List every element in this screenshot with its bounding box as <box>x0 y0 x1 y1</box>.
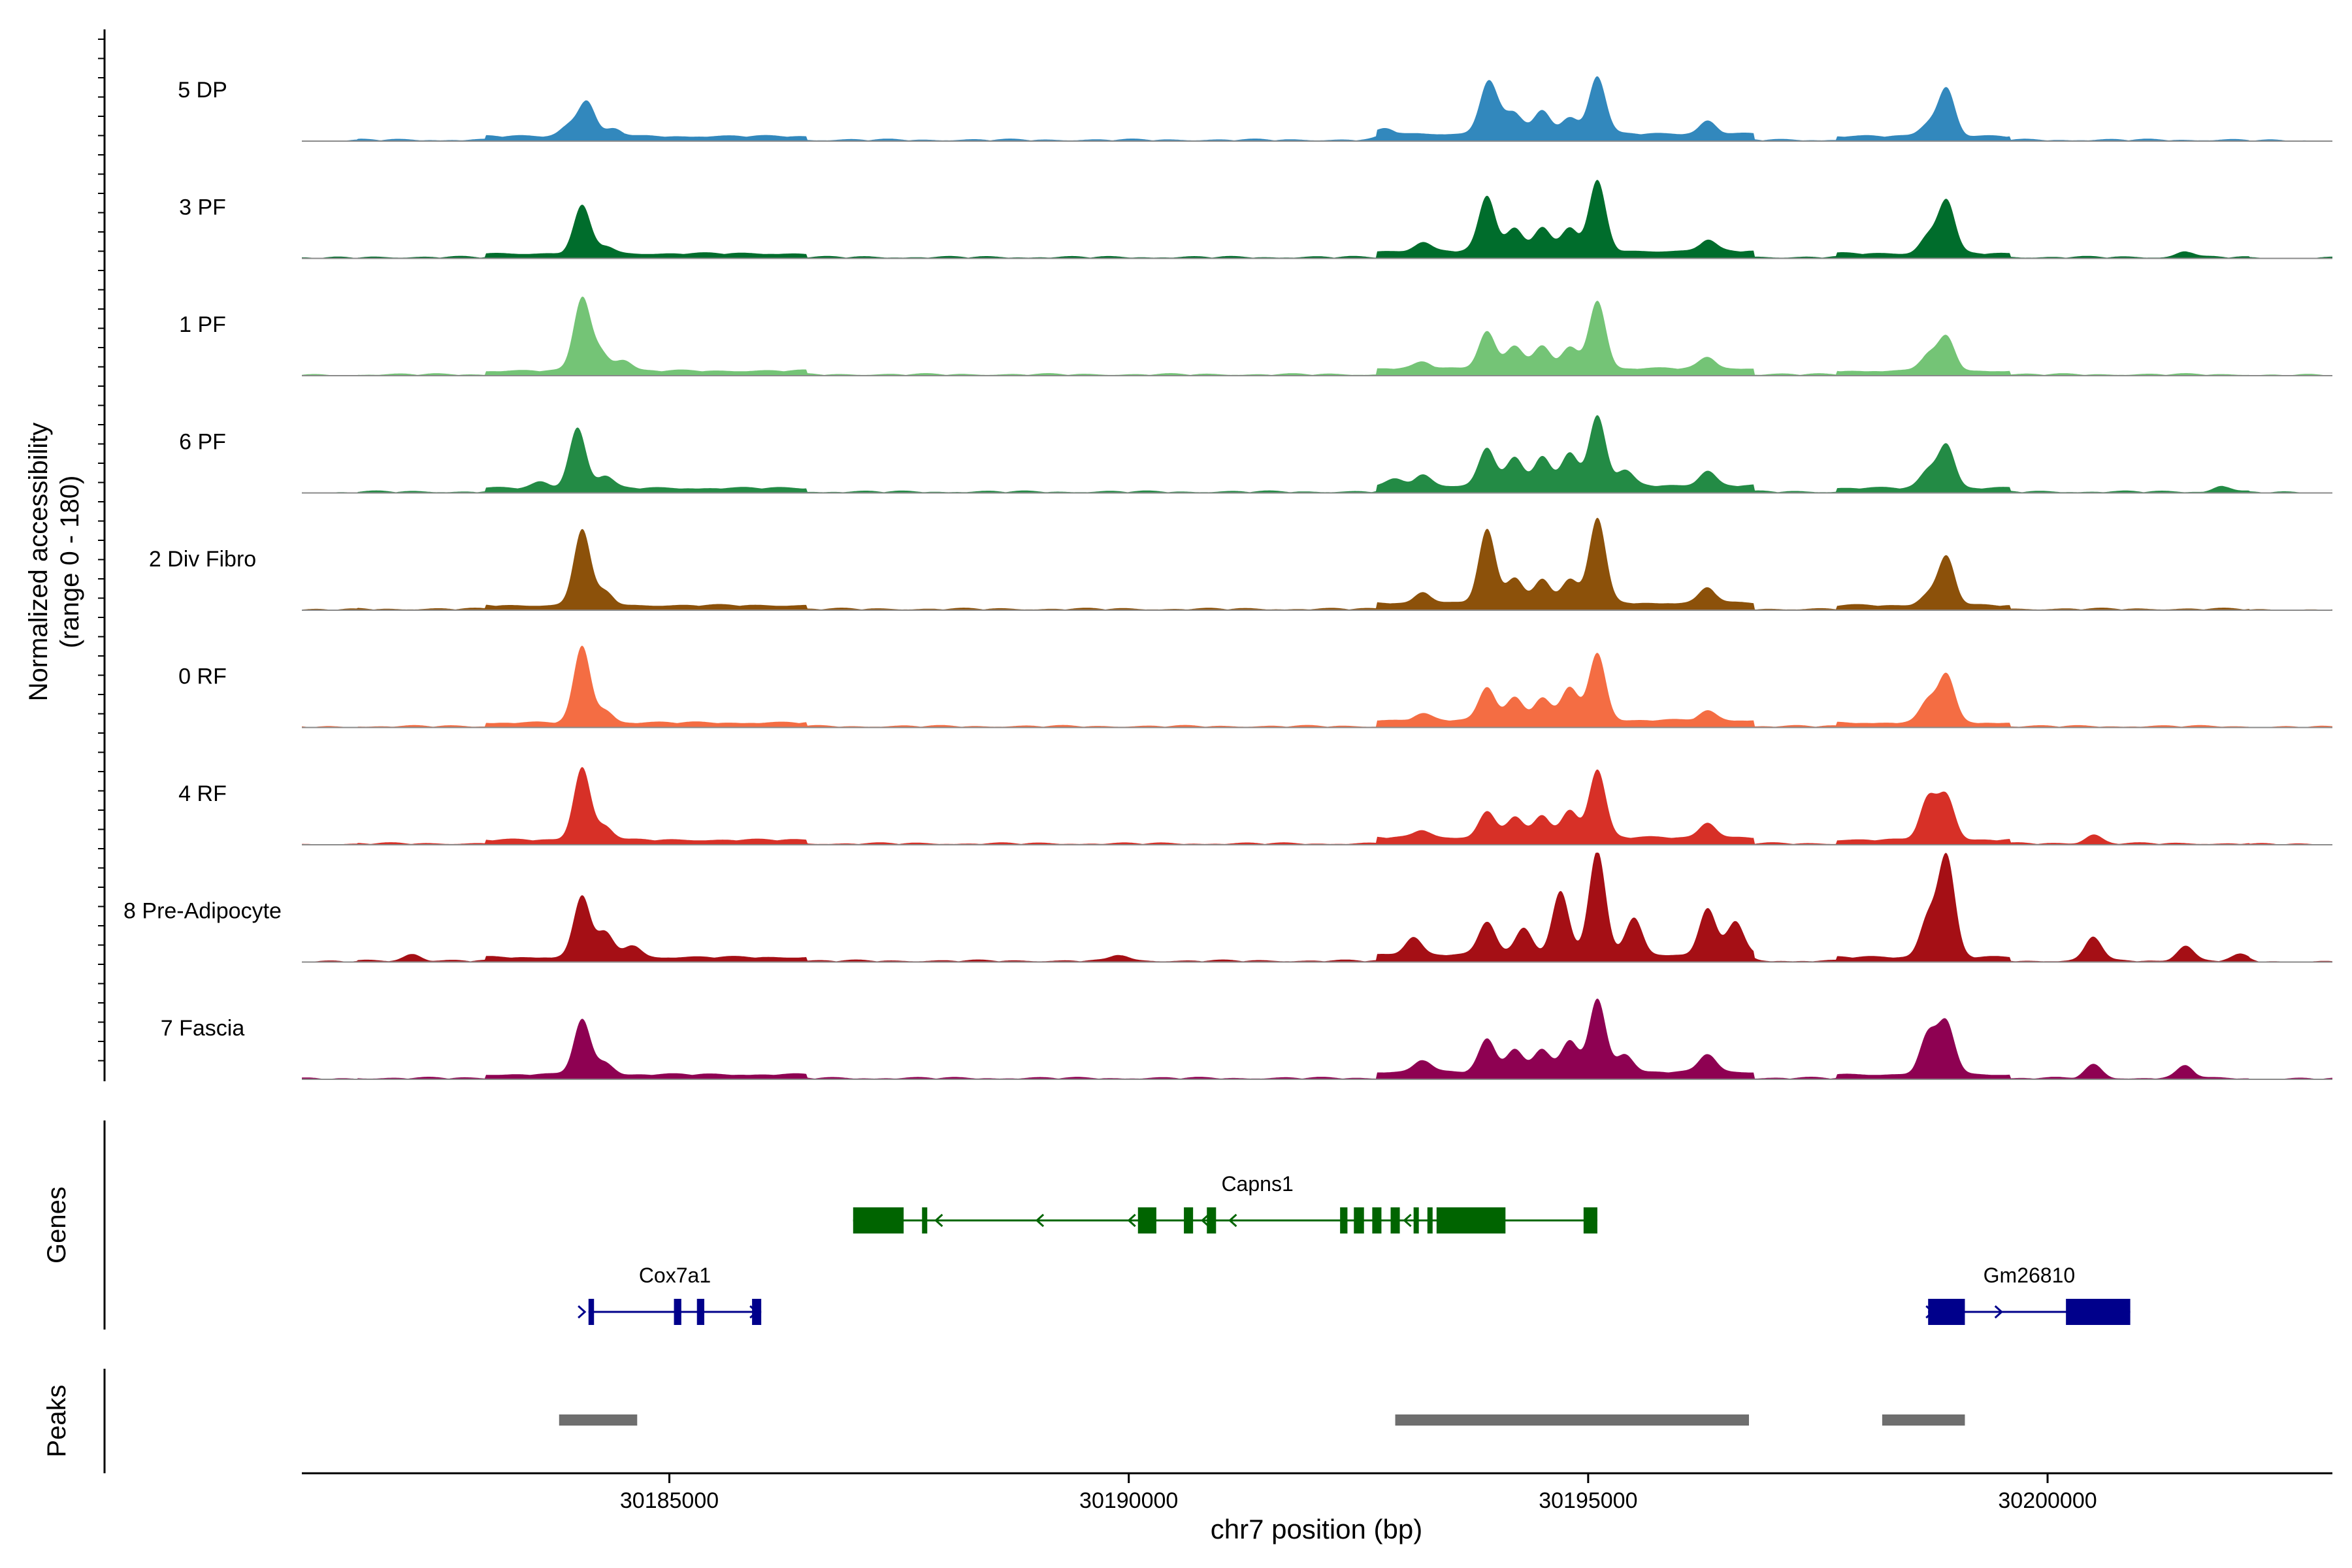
gene-exon <box>1436 1207 1506 1233</box>
coverage-y-ticks <box>98 39 105 1062</box>
coverage-track: 4 RF <box>178 767 2332 845</box>
gene-models: Capns1 Cox7a1 Gm26810 <box>578 1172 2131 1325</box>
coverage-area <box>302 998 2332 1079</box>
gene-label: Gm26810 <box>1984 1264 2076 1287</box>
gene-exon <box>1207 1207 1217 1233</box>
x-tick-label: 30190000 <box>1079 1488 1178 1513</box>
track-label: 4 RF <box>178 781 227 806</box>
genes-ylabel: Genes <box>42 1186 71 1264</box>
peak-intervals <box>559 1414 1965 1426</box>
track-label: 8 Pre-Adipocyte <box>123 899 282 924</box>
x-axis-label: chr7 position (bp) <box>1211 1514 1423 1544</box>
gene-label: Capns1 <box>1221 1172 1293 1196</box>
gene-label: Cox7a1 <box>639 1264 711 1287</box>
x-tick-label: 30200000 <box>1998 1488 2097 1513</box>
track-label: 3 PF <box>179 195 226 220</box>
strand-arrow <box>1994 1305 2003 1319</box>
peak-interval <box>559 1414 638 1426</box>
gene-exon <box>588 1299 595 1325</box>
track-label: 7 Fascia <box>161 1016 245 1041</box>
track-label: 0 RF <box>178 664 227 689</box>
gene-model: Cox7a1 <box>578 1264 762 1325</box>
gene-exon <box>1390 1207 1400 1233</box>
track-label: 1 PF <box>179 312 226 337</box>
x-tick-label: 30185000 <box>620 1488 719 1513</box>
track-label: 5 DP <box>178 78 227 103</box>
strand-arrow <box>1403 1213 1412 1228</box>
peaks-panel: Peaks <box>42 1369 1965 1473</box>
coverage-ylabel-line1: Normalized accessibility <box>24 423 53 702</box>
peak-interval <box>1882 1414 1965 1426</box>
coverage-track: 6 PF <box>179 415 2332 494</box>
coverage-area <box>302 767 2332 845</box>
genes-panel: Genes Capns1 Cox7a1 Gm26810 <box>42 1120 2131 1330</box>
gene-exon <box>853 1207 904 1233</box>
track-label: 6 PF <box>179 430 226 455</box>
strand-arrow <box>934 1213 943 1228</box>
track-label: 2 Div Fibro <box>149 547 256 572</box>
gene-exon <box>1354 1207 1364 1233</box>
coverage-y-axis: Normalized accessibility (range 0 - 180) <box>24 29 106 1081</box>
gene-exon <box>1413 1207 1419 1233</box>
coverage-tracks: 5 DP 3 PF 1 PF 6 PF 2 Div Fibro 0 RF 4 RF 8 Pre… <box>123 76 2332 1080</box>
x-axis-ticks: 30185000 30190000 30195000 30200000 <box>620 1473 2097 1513</box>
gene-exon <box>1340 1207 1348 1233</box>
strand-arrow <box>578 1305 587 1319</box>
gene-exon <box>1184 1207 1194 1233</box>
coverage-track: 1 PF <box>179 296 2332 376</box>
coverage-track: 7 Fascia <box>161 998 2332 1080</box>
strand-arrow <box>1035 1213 1045 1228</box>
coverage-track: 0 RF <box>178 645 2332 728</box>
x-axis: 30185000 30190000 30195000 30200000 chr7 po… <box>302 1472 2332 1544</box>
coverage-ylabel-line2: (range 0 - 180) <box>56 476 84 649</box>
peak-interval <box>1395 1414 1749 1426</box>
coverage-track: 5 DP <box>178 76 2332 142</box>
gene-exon <box>1137 1207 1156 1233</box>
gene-exon <box>1372 1207 1382 1233</box>
gene-exon <box>752 1299 762 1325</box>
strand-arrow <box>1228 1213 1237 1228</box>
coverage-track: 3 PF <box>179 180 2332 259</box>
coverage-track: 2 Div Fibro <box>149 517 2332 611</box>
peaks-ylabel: Peaks <box>42 1384 71 1457</box>
strand-arrow <box>1127 1213 1136 1228</box>
gene-exon <box>1427 1207 1433 1233</box>
gene-exon <box>1583 1207 1597 1233</box>
gene-exon <box>2066 1299 2131 1325</box>
gene-exon <box>1928 1299 1965 1325</box>
strand-arrow <box>1200 1213 1210 1228</box>
gene-exon <box>674 1299 681 1325</box>
gene-exon <box>922 1207 928 1233</box>
x-tick-label: 30195000 <box>1539 1488 1637 1513</box>
gene-model: Capns1 <box>853 1172 1597 1233</box>
coverage-track: 8 Pre-Adipocyte <box>123 853 2332 963</box>
gene-model: Gm26810 <box>1925 1264 2131 1325</box>
gene-exon <box>696 1299 704 1325</box>
